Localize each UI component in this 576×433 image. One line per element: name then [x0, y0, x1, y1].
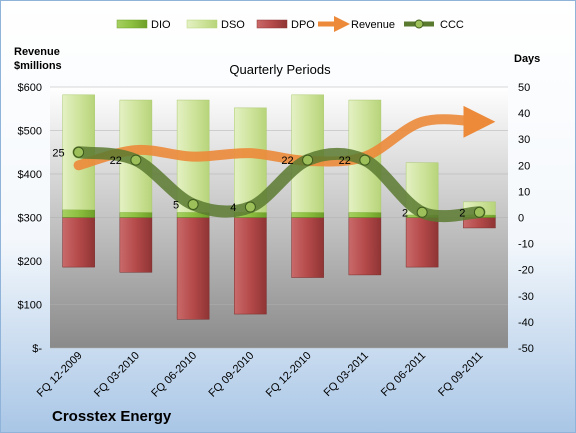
right-tick-label: -50 — [518, 343, 534, 355]
category-axis-ticks: FQ 12-2009 FQ 03-2010 FQ 06-2010 FQ 09-2010… — [35, 350, 486, 400]
ccc-data-label: 22 — [339, 155, 351, 167]
dpo-bar — [62, 217, 95, 268]
legend-dio-label: DIO — [151, 19, 171, 31]
legend: DIO DSO DPO Revenue CCC — [116, 15, 464, 33]
legend-dso-swatch — [186, 19, 218, 29]
legend-dio-swatch — [116, 19, 148, 29]
category-tick-label: FQ 06-2010 — [149, 350, 199, 400]
dpo-bar — [119, 217, 153, 273]
ccc-data-label: 5 — [173, 199, 179, 211]
left-tick-label: $400 — [18, 169, 42, 181]
category-tick-label: FQ 06-2011 — [379, 350, 428, 399]
dio-bar — [291, 212, 324, 218]
ccc-point — [416, 206, 428, 218]
left-axis-title-line2: $millions — [14, 60, 62, 72]
right-tick-label: 50 — [518, 82, 530, 94]
left-axis-title-line1: Revenue — [14, 46, 60, 58]
left-tick-label: $300 — [18, 213, 42, 225]
dpo-bar — [405, 217, 439, 268]
right-tick-label: 20 — [518, 160, 530, 172]
category-tick-label: FQ 12-2009 — [35, 350, 85, 400]
ccc-data-label: 25 — [52, 147, 64, 159]
dio-bar — [119, 212, 153, 218]
ccc-data-label: 2 — [459, 207, 465, 219]
left-tick-label: $- — [32, 343, 42, 355]
right-tick-label: -30 — [518, 291, 534, 303]
right-tick-label: 40 — [518, 108, 530, 120]
right-tick-label: -40 — [518, 317, 534, 329]
revenue-series — [73, 105, 496, 171]
ccc-data-label: 2 — [402, 207, 408, 219]
ccc-point — [130, 154, 142, 166]
left-tick-label: $200 — [18, 256, 42, 268]
category-tick-label: FQ 09-2010 — [207, 350, 257, 400]
left-tick-label: $100 — [18, 300, 42, 312]
dpo-bar — [176, 217, 210, 320]
right-tick-label: 10 — [518, 186, 530, 198]
right-tick-label: 30 — [518, 134, 530, 146]
left-tick-label: $600 — [18, 82, 42, 94]
legend-revenue-label: Revenue — [351, 19, 395, 31]
right-tick-label: 0 — [518, 213, 524, 225]
ccc-point — [187, 198, 199, 210]
right-tick-label: -10 — [518, 239, 534, 251]
company-name: Crosstex Energy — [52, 408, 172, 425]
ccc-line — [72, 146, 486, 223]
right-axis-title: Days — [514, 53, 540, 65]
dpo-bar — [234, 217, 267, 315]
legend-dpo-swatch — [256, 19, 288, 29]
ccc-point — [302, 154, 314, 166]
right-axis-ticks: -50 -40 -30 -20 -10 0 10 20 30 40 50 — [518, 82, 534, 355]
category-tick-label: FQ 03-2011 — [322, 350, 371, 399]
ccc-data-label: 22 — [281, 155, 293, 167]
right-tick-label: -20 — [518, 265, 534, 277]
legend-dso-label: DSO — [221, 19, 245, 31]
legend-ccc-label: CCC — [440, 19, 464, 31]
legend-dpo-label: DPO — [291, 19, 315, 31]
dpo-bar — [348, 217, 382, 276]
ccc-point — [244, 201, 256, 213]
ccc-point — [359, 154, 371, 166]
left-tick-label: $500 — [18, 126, 42, 138]
ccc-point — [73, 146, 85, 158]
ccc-data-label: 22 — [110, 155, 122, 167]
category-tick-label: FQ 12-2010 — [264, 350, 314, 400]
ccc-point — [473, 206, 485, 218]
revenue-line — [73, 105, 496, 171]
ccc-data-label: 4 — [230, 202, 236, 214]
dpo-bar — [291, 217, 324, 278]
legend-ccc-marker-icon — [414, 19, 424, 29]
dio-bar — [348, 212, 382, 218]
dio-bar — [62, 209, 95, 218]
category-tick-label: FQ 03-2010 — [92, 350, 142, 400]
category-tick-label: FQ 09-2011 — [436, 350, 485, 399]
left-axis-ticks: $- $100 $200 $300 $400 $500 $600 — [18, 82, 43, 355]
chart-title: Quarterly Periods — [229, 62, 331, 77]
